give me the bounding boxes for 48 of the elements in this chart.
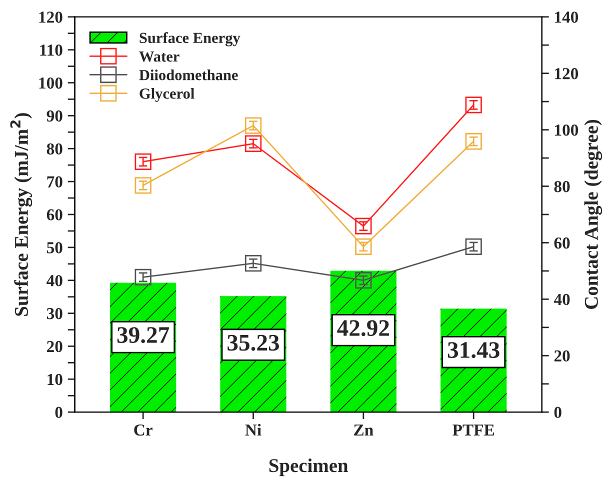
- point: [244, 117, 262, 134]
- y-tick-label: 110: [40, 44, 62, 56]
- point: [244, 135, 262, 152]
- y-tick-label: 120: [39, 12, 62, 23]
- y2-tick-label: 140: [555, 12, 578, 23]
- point: [134, 153, 152, 170]
- y2-tick-label: 40: [554, 294, 570, 306]
- legend-label: Water: [139, 52, 180, 62]
- y2-axis-title: Contact Angle (degree): [584, 120, 602, 309]
- x-axis-title: Specimen: [269, 458, 348, 476]
- y-tick-label: 40: [46, 275, 62, 286]
- y2-tick-label: 80: [554, 180, 570, 192]
- x-tick-label: PTFE: [452, 424, 494, 436]
- y-tick-label: 20: [47, 340, 62, 352]
- data-label: 39.27: [117, 327, 170, 344]
- legend-label: Glycerol: [140, 88, 194, 102]
- y-tick-label: 80: [46, 143, 62, 155]
- y-axis-title: Surface Energy (mJ/m$^{2}$): [10, 113, 32, 316]
- y-tick-label: 0: [55, 406, 62, 418]
- legend-label: Diiodomethane: [139, 69, 238, 80]
- point: [355, 218, 372, 234]
- point: [465, 238, 482, 256]
- point: [465, 96, 482, 114]
- y-tick-label: 60: [46, 209, 62, 220]
- y2-tick-label: 100: [555, 124, 578, 136]
- x-tick-label: Zn: [354, 424, 374, 436]
- y-tick-label: 90: [46, 110, 62, 122]
- point: [134, 268, 152, 286]
- y2-tick-label: 0: [554, 406, 562, 418]
- x-tick-label: Cr: [134, 424, 152, 436]
- point: [134, 177, 152, 194]
- y-tick-label: 30: [46, 308, 62, 320]
- y-tick-label: 10: [48, 374, 62, 386]
- point: [355, 272, 372, 289]
- y2-tick-label: 20: [554, 350, 570, 362]
- x-tick-label: Ni: [245, 424, 262, 436]
- data-label: 35.23: [228, 334, 280, 351]
- point: [355, 238, 372, 256]
- legend-label: Surface Energy: [140, 32, 240, 46]
- data-label: 42.92: [337, 320, 389, 336]
- y-tick-label: 100: [39, 77, 62, 89]
- point: [465, 133, 482, 150]
- y2-tick-label: 120: [555, 68, 578, 80]
- point: [244, 254, 262, 272]
- y-tick-label: 50: [46, 242, 62, 254]
- y2-tick-label: 60: [554, 237, 570, 249]
- data-label: 31.43: [448, 342, 500, 358]
- y-tick-label: 70: [47, 176, 62, 188]
